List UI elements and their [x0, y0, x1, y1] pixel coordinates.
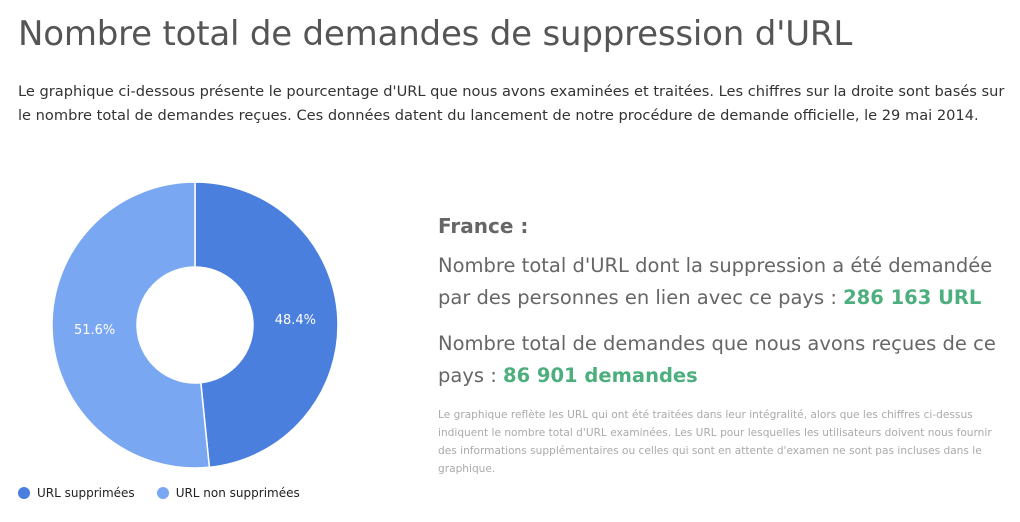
intro-text: Le graphique ci-dessous présente le pour…	[18, 83, 1005, 124]
urls-stat: Nombre total d'URL dont la suppression a…	[438, 250, 1008, 314]
legend-dot-not-removed	[156, 487, 169, 499]
requests-stat-text: Nombre total de demandes que nous avons …	[438, 332, 996, 387]
donut-label-not-removed: 51.6%	[74, 323, 115, 338]
donut-chart-svg: 48.4% 51.6%	[51, 181, 339, 469]
legend-item-not-removed[interactable]: URL non supprimées	[156, 486, 300, 500]
donut-slice-removed[interactable]	[194, 181, 339, 469]
country-heading: France :	[438, 214, 529, 238]
page-title: Nombre total de demandes de suppression …	[18, 14, 853, 54]
donut-slice-not-removed[interactable]	[51, 181, 211, 469]
stats-panel: France : Nombre total d'URL dont la supp…	[438, 214, 1008, 478]
requests-stat-value: 86 901 demandes	[503, 364, 698, 387]
legend-label-removed: URL supprimées	[37, 486, 135, 500]
chart-note: Le graphique reflète les URL qui ont été…	[438, 409, 992, 475]
donut-label-removed: 48.4%	[275, 313, 316, 328]
legend-item-removed[interactable]: URL supprimées	[18, 486, 135, 500]
chart-legend: URL supprimées URL non supprimées	[18, 486, 300, 500]
urls-stat-value: 286 163 URL	[843, 286, 982, 309]
requests-stat: Nombre total de demandes que nous avons …	[438, 328, 1008, 392]
legend-label-not-removed: URL non supprimées	[175, 486, 300, 500]
urls-stat-text: Nombre total d'URL dont la suppression a…	[438, 254, 993, 309]
donut-chart: 48.4% 51.6%	[40, 170, 350, 480]
legend-dot-removed	[18, 487, 30, 499]
